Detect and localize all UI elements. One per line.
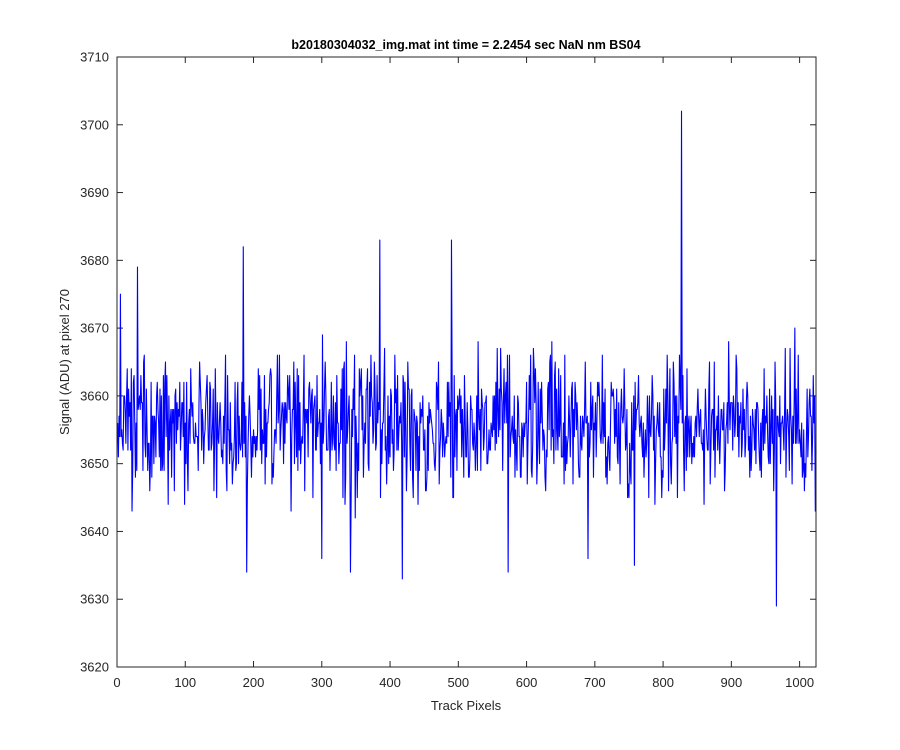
series-group — [117, 110, 817, 607]
x-tick-label: 500 — [447, 675, 469, 690]
x-axis-label: Track Pixels — [431, 698, 502, 713]
y-tick-label: 3650 — [80, 456, 109, 471]
y-tick-label: 3690 — [80, 185, 109, 200]
x-tick-label: 200 — [243, 675, 265, 690]
x-tick-label: 900 — [721, 675, 743, 690]
y-tick-label: 3630 — [80, 592, 109, 607]
x-tick-label: 1000 — [785, 675, 814, 690]
x-tick-label: 700 — [584, 675, 606, 690]
x-tick-label: 600 — [516, 675, 538, 690]
plot-background — [117, 57, 816, 667]
series-line — [117, 110, 817, 607]
y-axis-label: Signal (ADU) at pixel 270 — [57, 289, 72, 435]
x-tick-label: 400 — [379, 675, 401, 690]
y-tick-label: 3680 — [80, 253, 109, 268]
y-axis-ticks: 3620 3630 3640 3650 3660 3670 3680 3690 3700 3710 — [80, 50, 816, 675]
y-tick-label: 3660 — [80, 388, 109, 403]
x-tick-label: 0 — [113, 675, 120, 690]
y-tick-label: 3670 — [80, 321, 109, 336]
x-tick-label: 800 — [652, 675, 674, 690]
y-tick-label: 3640 — [80, 524, 109, 539]
y-tick-label: 3710 — [80, 50, 109, 65]
y-tick-label: 3620 — [80, 660, 109, 675]
chart-title: b20180304032_img.mat int time = 2.2454 s… — [291, 38, 640, 52]
x-tick-label: 100 — [174, 675, 196, 690]
x-tick-label: 300 — [311, 675, 333, 690]
plot-box — [116, 56, 817, 668]
x-axis-ticks: 0 100 200 300 400 500 600 700 800 900 1000 — [113, 57, 814, 690]
y-tick-label: 3700 — [80, 117, 109, 132]
